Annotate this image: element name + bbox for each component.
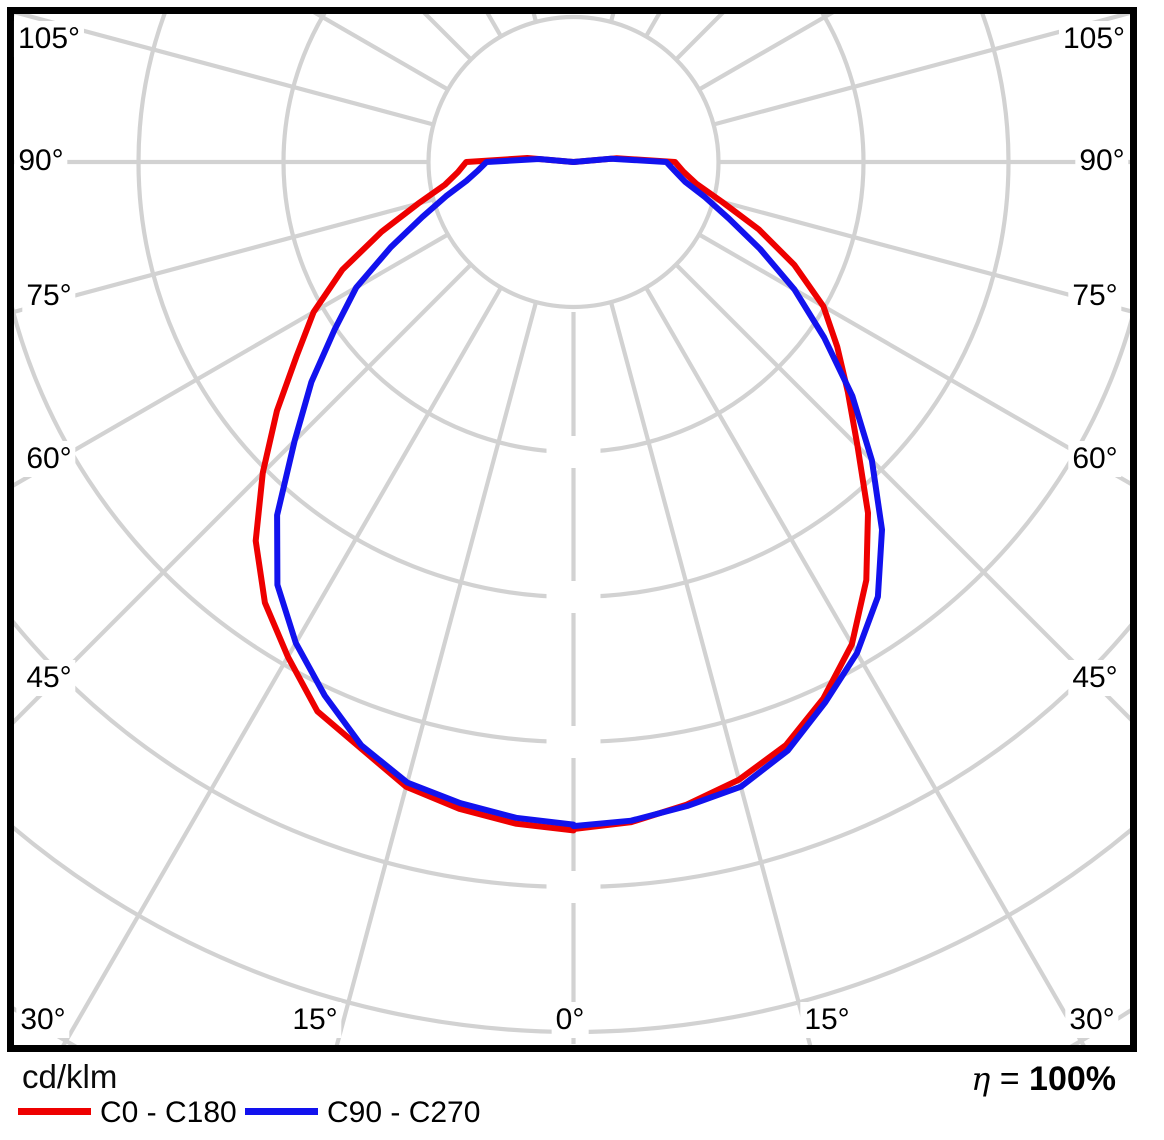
angle-label: 75° xyxy=(22,278,76,314)
polar-grid-spoke xyxy=(698,232,1130,486)
polar-grid-spoke xyxy=(14,263,473,725)
radial-scale-mask xyxy=(546,581,601,613)
legend-swatch-c90-c270 xyxy=(245,1108,318,1115)
angle-label: 60° xyxy=(1068,441,1122,477)
polar-grid-spoke xyxy=(14,232,449,488)
eta-symbol: η xyxy=(971,1060,991,1098)
polar-grid-spoke xyxy=(713,14,1130,127)
radial-scale-mask xyxy=(546,871,601,903)
angle-label: 90° xyxy=(14,143,68,179)
angle-label: 45° xyxy=(22,660,76,696)
angle-label: 90° xyxy=(1075,143,1129,179)
angle-label: 30° xyxy=(1065,1002,1119,1038)
plot-frame xyxy=(7,7,1137,1052)
legend-swatch-c0-c180 xyxy=(18,1108,91,1115)
angle-label: 15° xyxy=(800,1002,854,1038)
polar-grid-spoke xyxy=(14,14,434,127)
angle-label: 0° xyxy=(551,1002,589,1038)
angle-label: 45° xyxy=(1068,660,1122,696)
angle-label: 60° xyxy=(22,441,76,477)
radial-scale-mask xyxy=(546,436,601,468)
curve-c90-c270 xyxy=(274,155,885,830)
angle-label: 75° xyxy=(1068,278,1122,314)
polar-grid-spoke xyxy=(334,301,539,1045)
polar-grid-spoke xyxy=(608,301,813,1045)
angle-label: 105° xyxy=(1058,21,1130,57)
radial-scale-mask xyxy=(546,726,601,758)
legend-label-c0-c180: C0 - C180 xyxy=(100,1096,237,1129)
efficiency-label: η = 100% xyxy=(971,1060,1116,1099)
polar-grid-spoke xyxy=(644,286,1086,1045)
curve-c0-c180 xyxy=(252,155,871,834)
angle-label: 30° xyxy=(16,1002,70,1038)
angle-label: 15° xyxy=(288,1002,342,1038)
eta-relation: = xyxy=(999,1060,1020,1098)
legend-label-c90-c270: C90 - C270 xyxy=(327,1096,481,1129)
polar-grid-spoke xyxy=(674,263,1130,722)
polar-grid-spoke xyxy=(713,197,1130,314)
angle-label: 105° xyxy=(13,21,85,57)
radial-unit-label: cd/klm xyxy=(22,1058,118,1095)
polar-grid-spoke xyxy=(61,286,503,1045)
polar-grid-spoke xyxy=(14,197,434,315)
eta-value: 100% xyxy=(1029,1060,1116,1098)
